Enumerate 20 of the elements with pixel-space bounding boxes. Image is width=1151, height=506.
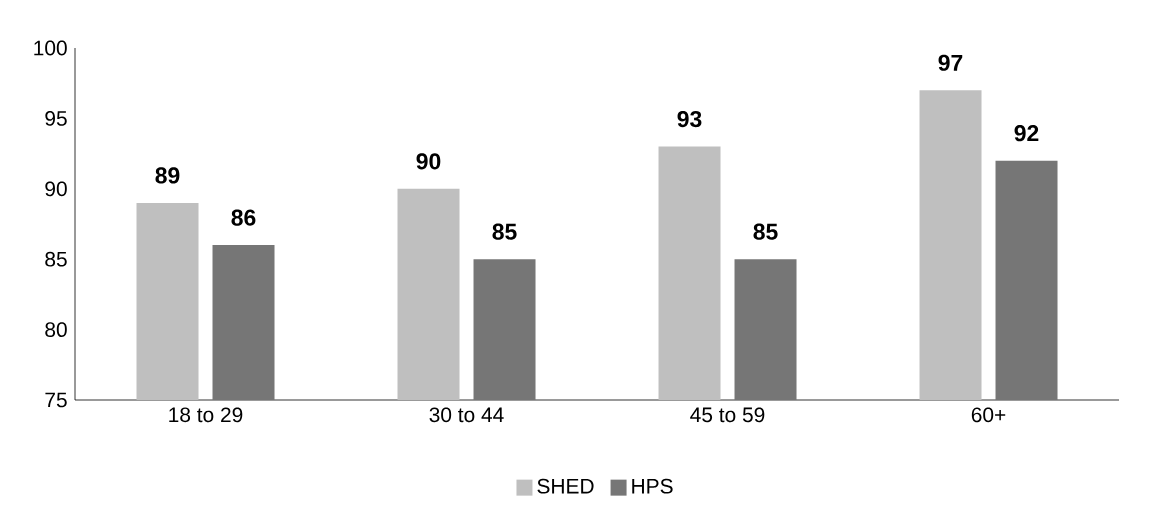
- x-tick-label: 45 to 59: [690, 407, 765, 423]
- x-tick-label: 30 to 44: [429, 407, 504, 423]
- legend-label: HPS: [632, 478, 673, 494]
- data-label: 85: [492, 223, 517, 240]
- data-label: 86: [231, 209, 256, 226]
- y-tick-label: 95: [45, 111, 67, 126]
- data-label: 97: [938, 54, 963, 71]
- data-label: 89: [155, 167, 180, 184]
- data-label: 93: [677, 110, 702, 128]
- y-tick-label: 90: [45, 181, 67, 197]
- y-tick-label: 100: [34, 40, 67, 56]
- data-label: 90: [416, 153, 441, 170]
- y-tick-label: 75: [45, 392, 67, 408]
- y-tick-label: 85: [45, 251, 67, 267]
- x-tick-label: 60+: [971, 407, 1006, 423]
- legend-label: SHED: [537, 478, 594, 494]
- data-label: 85: [753, 223, 778, 240]
- x-tick-label: 18 to 29: [169, 407, 243, 423]
- y-tick-label: 80: [45, 322, 67, 338]
- data-label: 92: [1014, 125, 1039, 142]
